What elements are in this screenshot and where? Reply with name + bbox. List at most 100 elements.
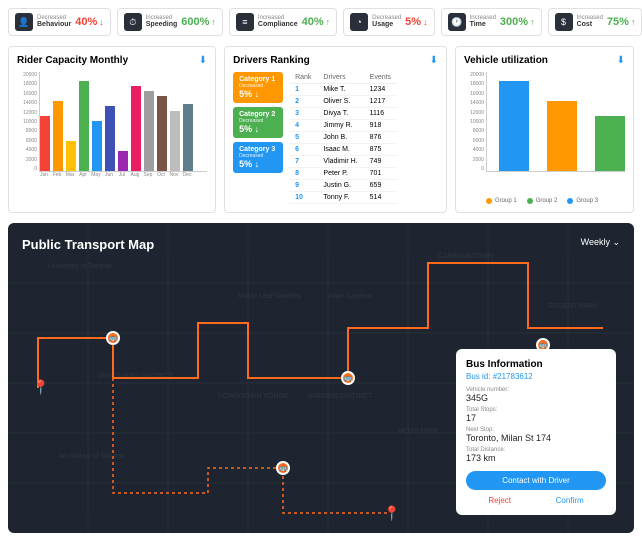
svg-text:Art Gallery of Ontario: Art Gallery of Ontario bbox=[58, 453, 124, 460]
table-row: 9Justin G.659 bbox=[289, 180, 397, 192]
bus-info-card: Bus Information Bus id: #21783612 Vehicl… bbox=[456, 349, 616, 515]
kpi-value: 300%↑ bbox=[500, 16, 535, 28]
legend-item: Group 3 bbox=[567, 198, 598, 204]
table-row: 6Isaac M.875 bbox=[289, 144, 397, 156]
download-icon[interactable]: ⬇ bbox=[430, 55, 438, 66]
bar-Sep bbox=[144, 91, 154, 171]
info-title: Bus Information bbox=[466, 359, 606, 370]
pin-icon: 📍 bbox=[32, 379, 49, 396]
time-icon: 🕐 bbox=[448, 13, 466, 31]
bar-Jun bbox=[105, 106, 115, 171]
usage-icon: ◔ bbox=[350, 13, 368, 31]
confirm-button[interactable]: Confirm bbox=[556, 496, 584, 505]
kpi-label: Time bbox=[470, 21, 496, 29]
kpi-cost: $ Increased Cost 75%↑ bbox=[548, 8, 642, 36]
bus-marker[interactable]: 🚌 bbox=[106, 331, 120, 345]
table-row: 7Vladimir H.749 bbox=[289, 156, 397, 168]
bar-May bbox=[92, 121, 102, 171]
vehicle-utilization-panel: Vehicle utilization ⬇ 200001800016000140… bbox=[455, 46, 634, 213]
kpi-behaviour: 👤 Decreased Behaviour 40%↓ bbox=[8, 8, 111, 36]
kpi-value: 75%↑ bbox=[607, 16, 636, 28]
bar-Apr bbox=[79, 81, 89, 171]
reject-button[interactable]: Reject bbox=[488, 496, 511, 505]
category-card[interactable]: Category 1Decreased5% ↓ bbox=[233, 72, 283, 103]
drivers-ranking-panel: Drivers Ranking ⬇ Category 1Decreased5% … bbox=[224, 46, 447, 213]
download-icon[interactable]: ⬇ bbox=[617, 55, 625, 66]
kpi-time: 🕐 Increased Time 300%↑ bbox=[441, 8, 542, 36]
kpi-trend: Decreased bbox=[37, 15, 71, 22]
panel-title: Rider Capacity Monthly bbox=[17, 55, 207, 66]
col-rank: Rank bbox=[289, 72, 317, 84]
kpi-label: Behaviour bbox=[37, 21, 71, 29]
ranking-table: RankDriversEvents 1Mike T.12342Oliver S.… bbox=[289, 72, 397, 204]
bar-group-1 bbox=[499, 81, 529, 171]
table-row: 3Divya T.1116 bbox=[289, 108, 397, 120]
svg-text:Allan Gardens: Allan Gardens bbox=[328, 293, 373, 300]
category-card[interactable]: Category 2Decreased5% ↓ bbox=[233, 107, 283, 138]
bar-Feb bbox=[53, 101, 63, 171]
svg-text:CABBAGETOWN: CABBAGETOWN bbox=[438, 253, 493, 260]
transport-map: Public Transport Map Weekly ⌄ University… bbox=[8, 223, 634, 533]
kpi-value: 40%↓ bbox=[75, 16, 104, 28]
bar-Nov bbox=[170, 111, 180, 171]
bar-Jul bbox=[118, 151, 128, 171]
svg-text:University of Toronto: University of Toronto bbox=[48, 263, 112, 270]
cost-icon: $ bbox=[555, 13, 573, 31]
svg-text:Maple Leaf Gardens: Maple Leaf Gardens bbox=[238, 293, 302, 300]
legend-item: Group 1 bbox=[486, 198, 517, 204]
table-row: 5John B.876 bbox=[289, 132, 397, 144]
behaviour-icon: 👤 bbox=[15, 13, 33, 31]
kpi-value: 40%↑ bbox=[302, 16, 331, 28]
total-stops: 17 bbox=[466, 413, 606, 423]
rider-capacity-panel: Rider Capacity Monthly ⬇ 200001800016000… bbox=[8, 46, 216, 213]
table-row: 4Jimmy R.918 bbox=[289, 120, 397, 132]
bar-Dec bbox=[183, 104, 193, 172]
kpi-trend: Decreased bbox=[372, 15, 401, 22]
kpi-value: 5%↓ bbox=[405, 16, 427, 28]
col-drivers: Drivers bbox=[317, 72, 363, 84]
bus-marker[interactable]: 🚌 bbox=[276, 461, 290, 475]
kpi-label: Usage bbox=[372, 21, 401, 29]
bar-Mar bbox=[66, 141, 76, 171]
kpi-compliance: ≡ Increased Compliance 40%↑ bbox=[229, 8, 337, 36]
bus-id: #21783612 bbox=[493, 372, 533, 381]
table-row: 2Oliver S.1217 bbox=[289, 96, 397, 108]
table-row: 10Tonny F.514 bbox=[289, 192, 397, 204]
kpi-usage: ◔ Decreased Usage 5%↓ bbox=[343, 8, 434, 36]
kpi-label: Cost bbox=[577, 21, 603, 29]
svg-text:MOSS PARK: MOSS PARK bbox=[398, 428, 439, 435]
pin-icon: 📍 bbox=[383, 505, 400, 522]
kpi-label: Speeding bbox=[146, 21, 178, 29]
bar-group-2 bbox=[547, 101, 577, 171]
panel-title: Vehicle utilization bbox=[464, 55, 625, 66]
legend-item: Group 2 bbox=[527, 198, 558, 204]
table-row: 1Mike T.1234 bbox=[289, 84, 397, 96]
bar-Jan bbox=[40, 116, 50, 171]
bus-marker[interactable]: 🚌 bbox=[341, 371, 355, 385]
kpi-value: 600%↑ bbox=[181, 16, 216, 28]
bar-Aug bbox=[131, 86, 141, 171]
col-events: Events bbox=[364, 72, 397, 84]
bar-group-3 bbox=[595, 116, 625, 171]
kpi-trend: Increased bbox=[258, 15, 298, 22]
next-stop: Toronto, Milan St 174 bbox=[466, 433, 606, 443]
kpi-trend: Increased bbox=[146, 15, 178, 22]
svg-text:DOWNTOWN YONGE: DOWNTOWN YONGE bbox=[218, 393, 289, 400]
kpi-speeding: ⏱ Increased Speeding 600%↑ bbox=[117, 8, 223, 36]
kpi-label: Compliance bbox=[258, 21, 298, 29]
download-icon[interactable]: ⬇ bbox=[199, 55, 207, 66]
compliance-icon: ≡ bbox=[236, 13, 254, 31]
kpi-trend: Increased bbox=[577, 15, 603, 22]
category-card[interactable]: Category 3Decreased5% ↓ bbox=[233, 142, 283, 173]
svg-text:REGENT PARK: REGENT PARK bbox=[548, 303, 598, 310]
total-distance: 173 km bbox=[466, 453, 606, 463]
vehicle-number: 345G bbox=[466, 393, 606, 403]
svg-text:GARDEN DISTRICT: GARDEN DISTRICT bbox=[308, 393, 373, 400]
contact-driver-button[interactable]: Contact with Driver bbox=[466, 471, 606, 490]
kpi-trend: Increased bbox=[470, 15, 496, 22]
bar-Oct bbox=[157, 96, 167, 171]
speeding-icon: ⏱ bbox=[124, 13, 142, 31]
svg-text:DISCOVERY DISTRICT: DISCOVERY DISTRICT bbox=[98, 373, 174, 380]
table-row: 8Peter P.701 bbox=[289, 168, 397, 180]
panel-title: Drivers Ranking bbox=[233, 55, 438, 66]
